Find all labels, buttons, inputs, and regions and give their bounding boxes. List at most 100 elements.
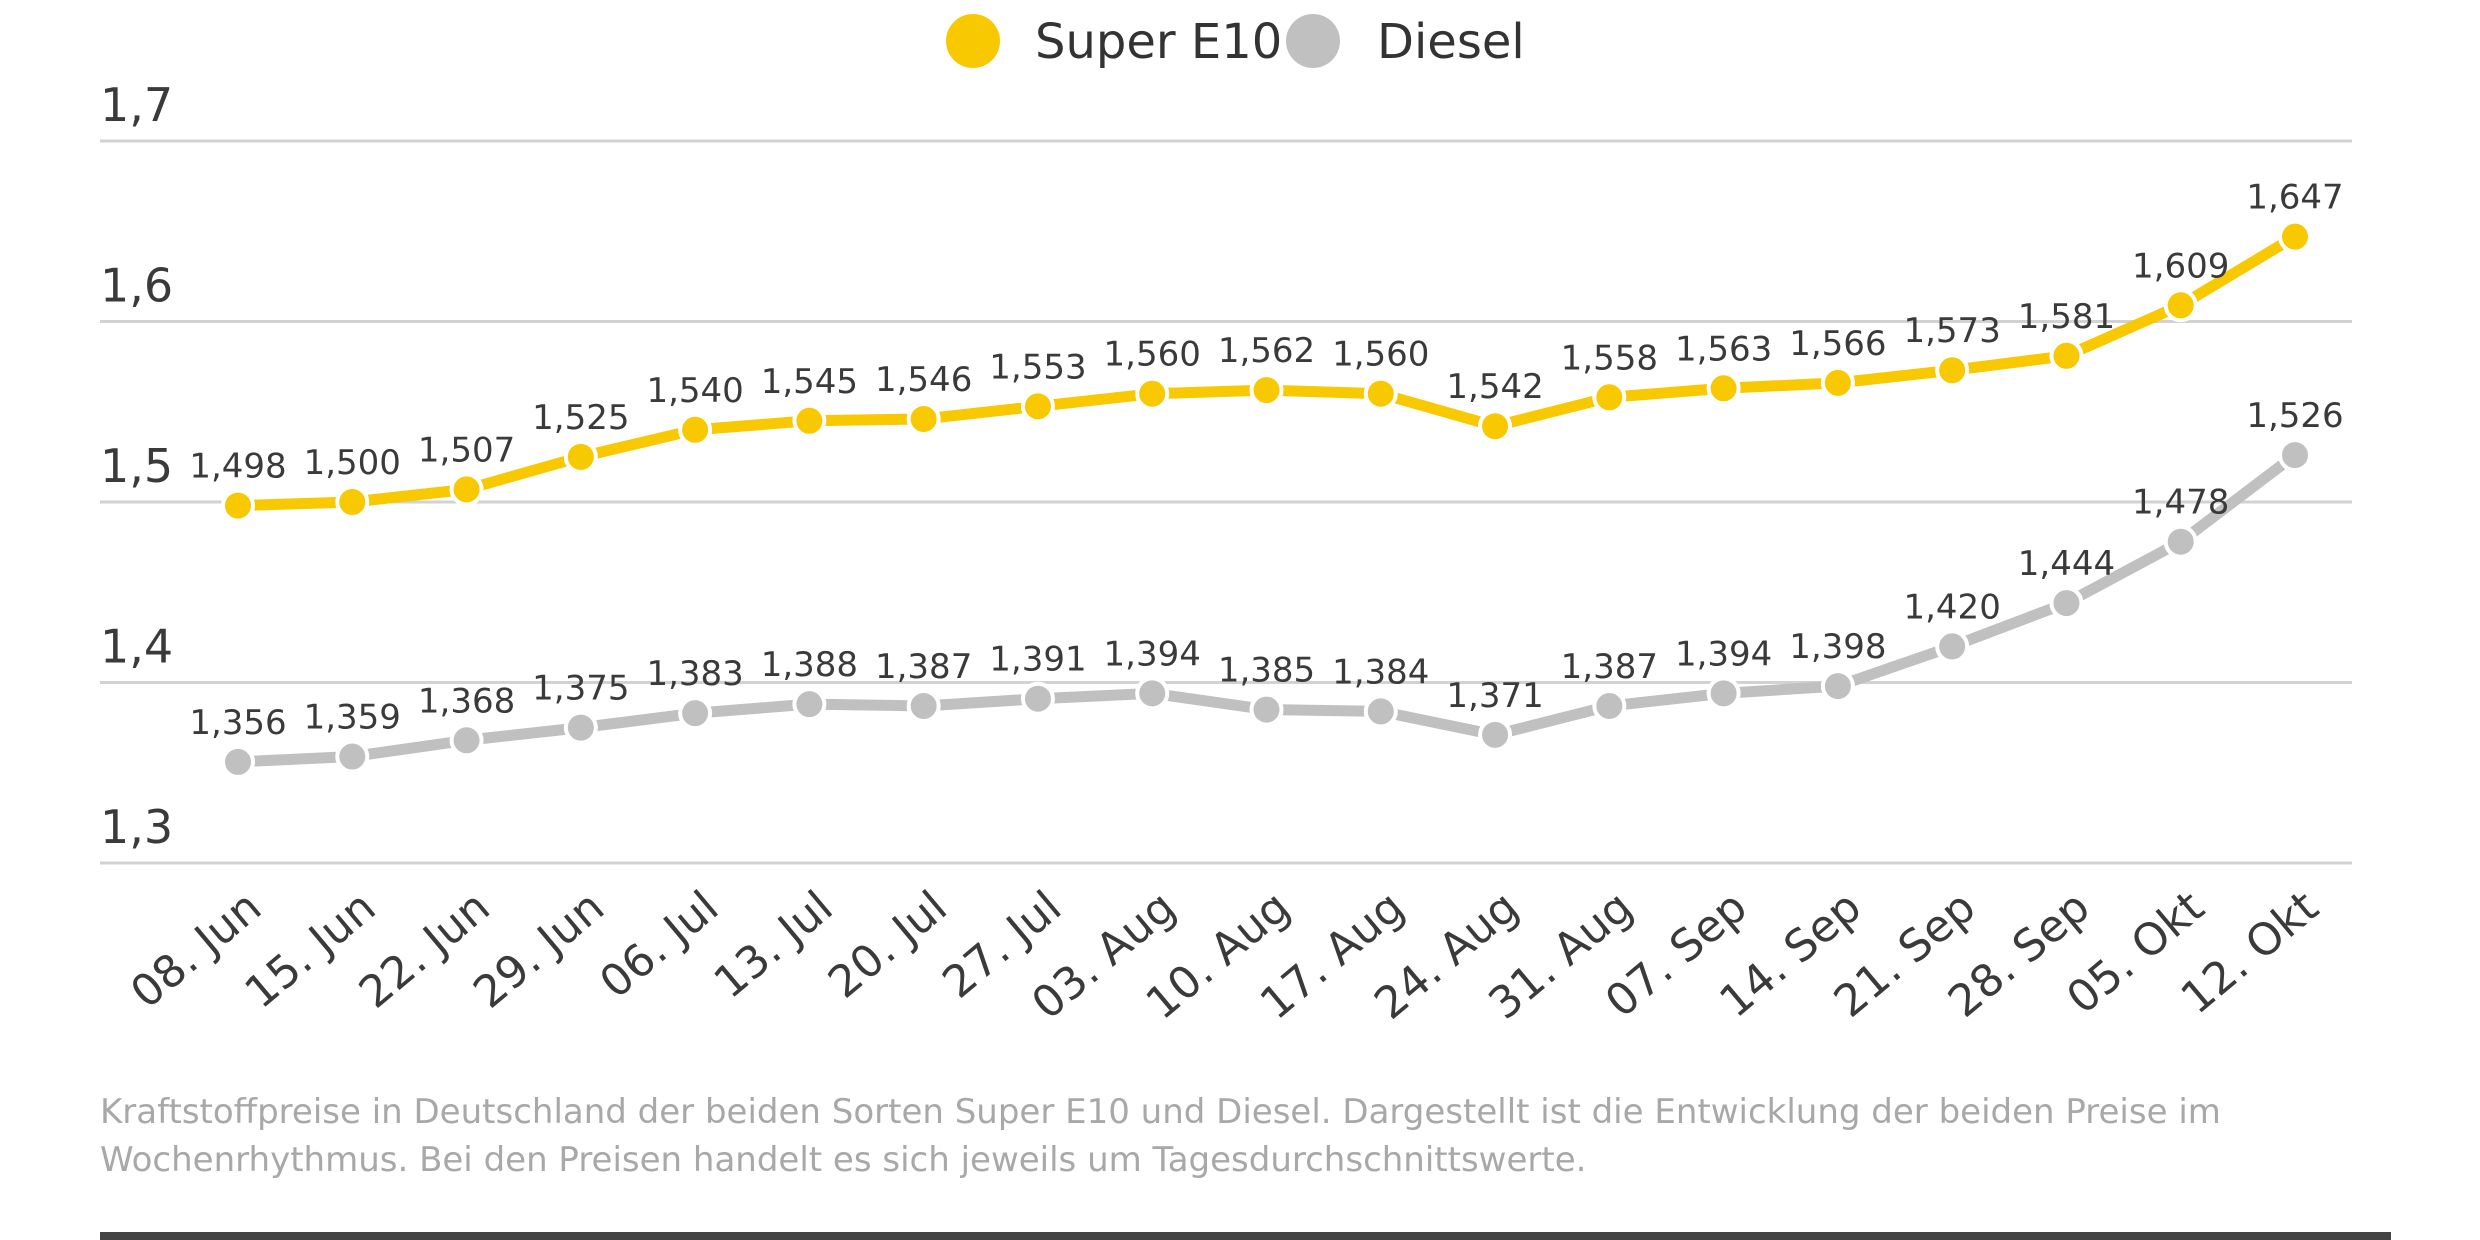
data-point: [1478, 409, 1513, 444]
data-label: 1,526: [2246, 396, 2343, 436]
data-point: [221, 744, 255, 779]
data-label: 1,478: [2132, 483, 2229, 523]
data-label: 1,498: [189, 447, 286, 487]
data-label: 1,545: [761, 362, 858, 402]
data-point: [2049, 586, 2084, 621]
data-label: 1,368: [418, 681, 515, 721]
data-label: 1,371: [1446, 676, 1543, 716]
data-label: 1,394: [1675, 634, 1772, 674]
data-point: [1363, 694, 1398, 729]
data-label: 1,647: [2246, 178, 2343, 218]
data-label: 1,387: [1561, 647, 1658, 687]
series-super-e10: 1,498 1,500 1,507 1,525 1,540 1,545 1,546 1,553…: [189, 178, 2344, 523]
data-point: [1135, 376, 1170, 411]
data-point: [2278, 219, 2312, 254]
data-label: 1,391: [989, 640, 1086, 680]
data-label: 1,398: [1789, 627, 1886, 667]
caption-line-2: Wochenrhythmus. Bei den Preisen handelt …: [100, 1140, 1587, 1180]
y-tick-label: 1,6: [100, 259, 173, 313]
data-point: [1363, 376, 1398, 411]
data-label: 1,581: [2018, 297, 2115, 337]
data-label: 1,566: [1789, 324, 1886, 364]
legend-label: Diesel: [1377, 14, 1525, 70]
data-point: [1478, 717, 1513, 752]
data-point: [1706, 371, 1741, 406]
data-label: 1,385: [1218, 651, 1315, 691]
data-point: [1592, 380, 1627, 415]
data-point: [906, 688, 941, 723]
data-point: [1935, 629, 1970, 664]
data-point: [2163, 288, 2198, 323]
data-label: 1,356: [189, 703, 286, 743]
data-point: [2163, 524, 2198, 559]
x-tick-label: 29. Jun: [464, 881, 614, 1018]
y-tick-label: 1,7: [100, 78, 173, 132]
series-group: 1,498 1,500 1,507 1,525 1,540 1,545 1,546 1,553…: [189, 178, 2344, 779]
data-label: 1,507: [418, 430, 515, 470]
data-label: 1,553: [989, 347, 1086, 387]
x-tick-label: 22. Jun: [350, 881, 500, 1018]
data-point: [678, 696, 713, 731]
data-point: [335, 739, 370, 774]
data-point: [678, 412, 713, 447]
data-label: 1,444: [2018, 544, 2115, 584]
data-point: [2049, 338, 2084, 373]
data-point: [221, 488, 255, 523]
data-point: [1249, 692, 1284, 727]
data-label: 1,420: [1903, 587, 2000, 627]
x-tick-label: 20. Jul: [819, 881, 957, 1008]
data-label: 1,388: [761, 645, 858, 685]
data-label: 1,560: [1332, 335, 1429, 375]
data-point: [1020, 389, 1055, 424]
data-point: [1592, 688, 1627, 723]
data-label: 1,383: [646, 654, 743, 694]
x-tick-label: 15. Jun: [236, 881, 386, 1018]
data-label: 1,387: [875, 647, 972, 687]
y-axis-ticks: 1,3 1,4 1,5 1,6 1,7: [100, 78, 173, 854]
data-label: 1,542: [1446, 367, 1543, 407]
legend: Super E10 Diesel: [946, 14, 1525, 70]
data-label: 1,525: [532, 398, 629, 438]
data-point: [1249, 373, 1284, 408]
data-point: [2278, 438, 2312, 473]
data-label: 1,558: [1561, 338, 1658, 378]
data-point: [1935, 353, 1970, 388]
data-label: 1,375: [532, 669, 629, 709]
data-point: [792, 403, 827, 438]
data-label: 1,573: [1903, 311, 2000, 351]
data-point: [563, 439, 598, 474]
data-point: [1706, 676, 1741, 711]
data-point: [792, 687, 827, 722]
data-label: 1,560: [1104, 335, 1201, 375]
data-label: 1,540: [646, 371, 743, 411]
data-point: [449, 723, 484, 758]
data-label: 1,546: [875, 360, 972, 400]
y-tick-label: 1,4: [100, 620, 173, 674]
x-tick-label: 08. Jun: [121, 881, 271, 1018]
legend-marker-super-e10: [946, 14, 1000, 68]
data-label: 1,394: [1104, 634, 1201, 674]
line-chart: Super E10 Diesel 1,3 1,4 1,5 1,6 1,7 1,498 1,5…: [100, 14, 2352, 1030]
x-tick-label: 13. Jul: [705, 881, 843, 1008]
data-label: 1,609: [2132, 246, 2229, 286]
chart-caption: Kraftstoffpreise in Deutschland der beid…: [100, 1088, 2400, 1184]
data-label: 1,384: [1332, 652, 1429, 692]
data-label: 1,562: [1218, 331, 1315, 371]
data-point: [449, 472, 484, 507]
series-line: [232, 231, 2301, 512]
y-tick-label: 1,3: [100, 800, 173, 854]
data-point: [1135, 676, 1170, 711]
y-tick-label: 1,5: [100, 439, 173, 493]
gridlines: [100, 139, 2352, 865]
data-label: 1,563: [1675, 329, 1772, 369]
data-label: 1,500: [304, 443, 401, 483]
series-diesel: 1,356 1,359 1,368 1,375 1,383 1,388 1,387 1,391…: [189, 396, 2344, 779]
data-point: [1820, 365, 1855, 400]
bottom-divider: [100, 1232, 2391, 1240]
data-point: [1820, 669, 1855, 704]
caption-line-1: Kraftstoffpreise in Deutschland der beid…: [100, 1092, 2221, 1132]
legend-label: Super E10: [1035, 14, 1282, 70]
data-point: [1020, 681, 1055, 716]
x-tick-label: 06. Jul: [590, 881, 728, 1008]
